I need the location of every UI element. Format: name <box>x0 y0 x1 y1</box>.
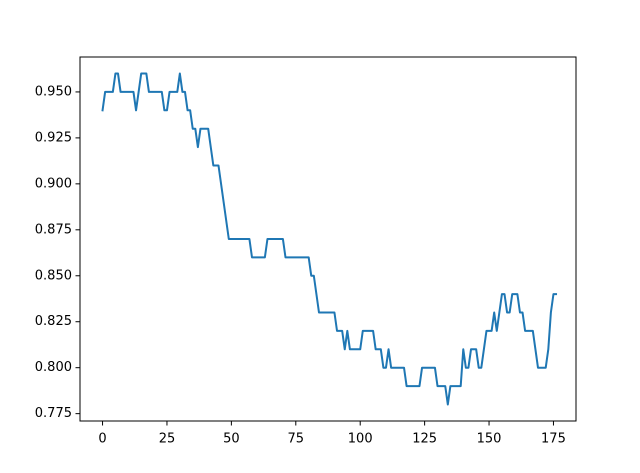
x-tick-label: 125 <box>412 432 437 447</box>
y-tick-label: 0.825 <box>35 314 72 329</box>
y-axis-ticks: 0.775 0.800 0.825 0.850 0.875 0.900 0.925 0.950 <box>35 84 80 421</box>
y-tick-label: 0.775 <box>35 406 72 421</box>
x-tick-label: 150 <box>477 432 502 447</box>
x-axis-ticks: 0 25 50 75 100 125 150 175 <box>98 421 566 447</box>
x-tick-label: 0 <box>98 432 106 447</box>
y-tick-label: 0.900 <box>35 176 72 191</box>
x-tick-label: 100 <box>348 432 373 447</box>
y-tick-label: 0.950 <box>35 84 72 99</box>
y-tick-label: 0.925 <box>35 130 72 145</box>
x-tick-label: 175 <box>541 432 566 447</box>
series-line <box>101 72 558 406</box>
x-tick-label: 25 <box>159 432 176 447</box>
plot-frame <box>79 56 577 422</box>
x-tick-label: 75 <box>288 432 305 447</box>
y-tick-label: 0.875 <box>35 222 72 237</box>
y-tick-label: 0.850 <box>35 268 72 283</box>
x-tick-label: 50 <box>223 432 240 447</box>
y-tick-label: 0.800 <box>35 360 72 375</box>
